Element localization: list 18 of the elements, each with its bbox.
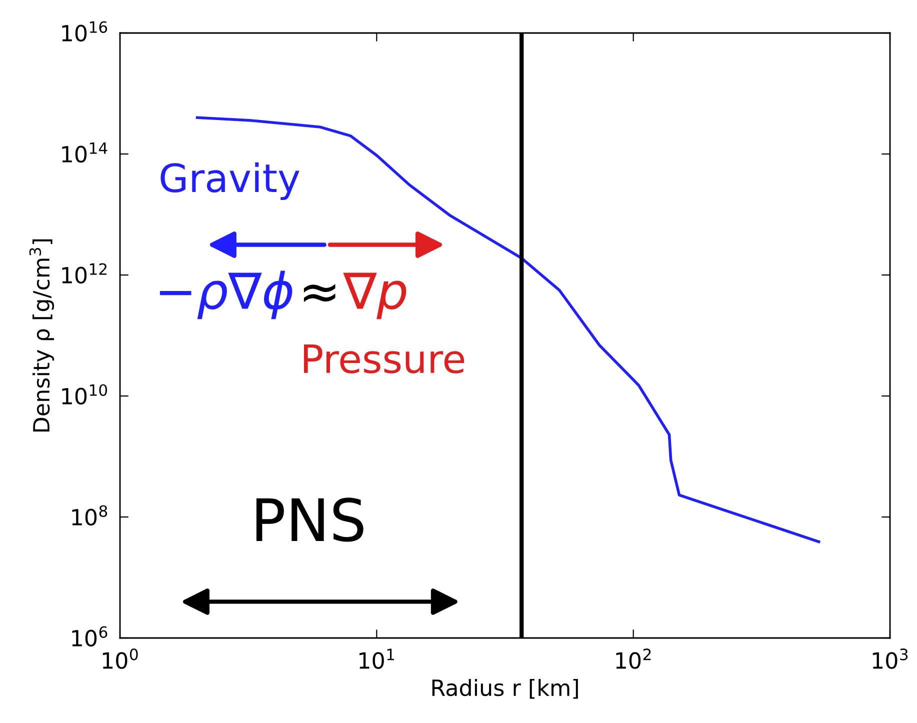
y-tick-label: 10$^{12}$ <box>62 263 107 284</box>
x-tick-label: 10$^{3}$ <box>872 648 908 669</box>
annotation: −ρ∇ϕ <box>160 270 292 320</box>
y-tick-label: 10$^{16}$ <box>62 21 108 42</box>
y-axis-title: Density ρ [g/cm$^{3}$] <box>29 239 54 432</box>
annotation: Gravity <box>160 162 300 200</box>
x-axis-title: Radius r [km] <box>432 678 578 699</box>
annotation: ∇p <box>343 272 406 320</box>
x-tick-label: 10$^{2}$ <box>616 648 651 669</box>
y-tick-label: 10$^{6}$ <box>72 626 108 647</box>
y-tick-label: 10$^{14}$ <box>62 142 108 163</box>
annotation: ≈ <box>304 284 336 302</box>
x-tick-label: 10$^{0}$ <box>102 648 138 669</box>
x-tick-label: 10$^{1}$ <box>360 648 394 669</box>
annotation: PNS <box>256 498 364 542</box>
y-tick-label: 10$^{8}$ <box>72 505 108 526</box>
annotation: Pressure <box>304 344 464 374</box>
y-tick-label: 10$^{10}$ <box>62 384 108 405</box>
